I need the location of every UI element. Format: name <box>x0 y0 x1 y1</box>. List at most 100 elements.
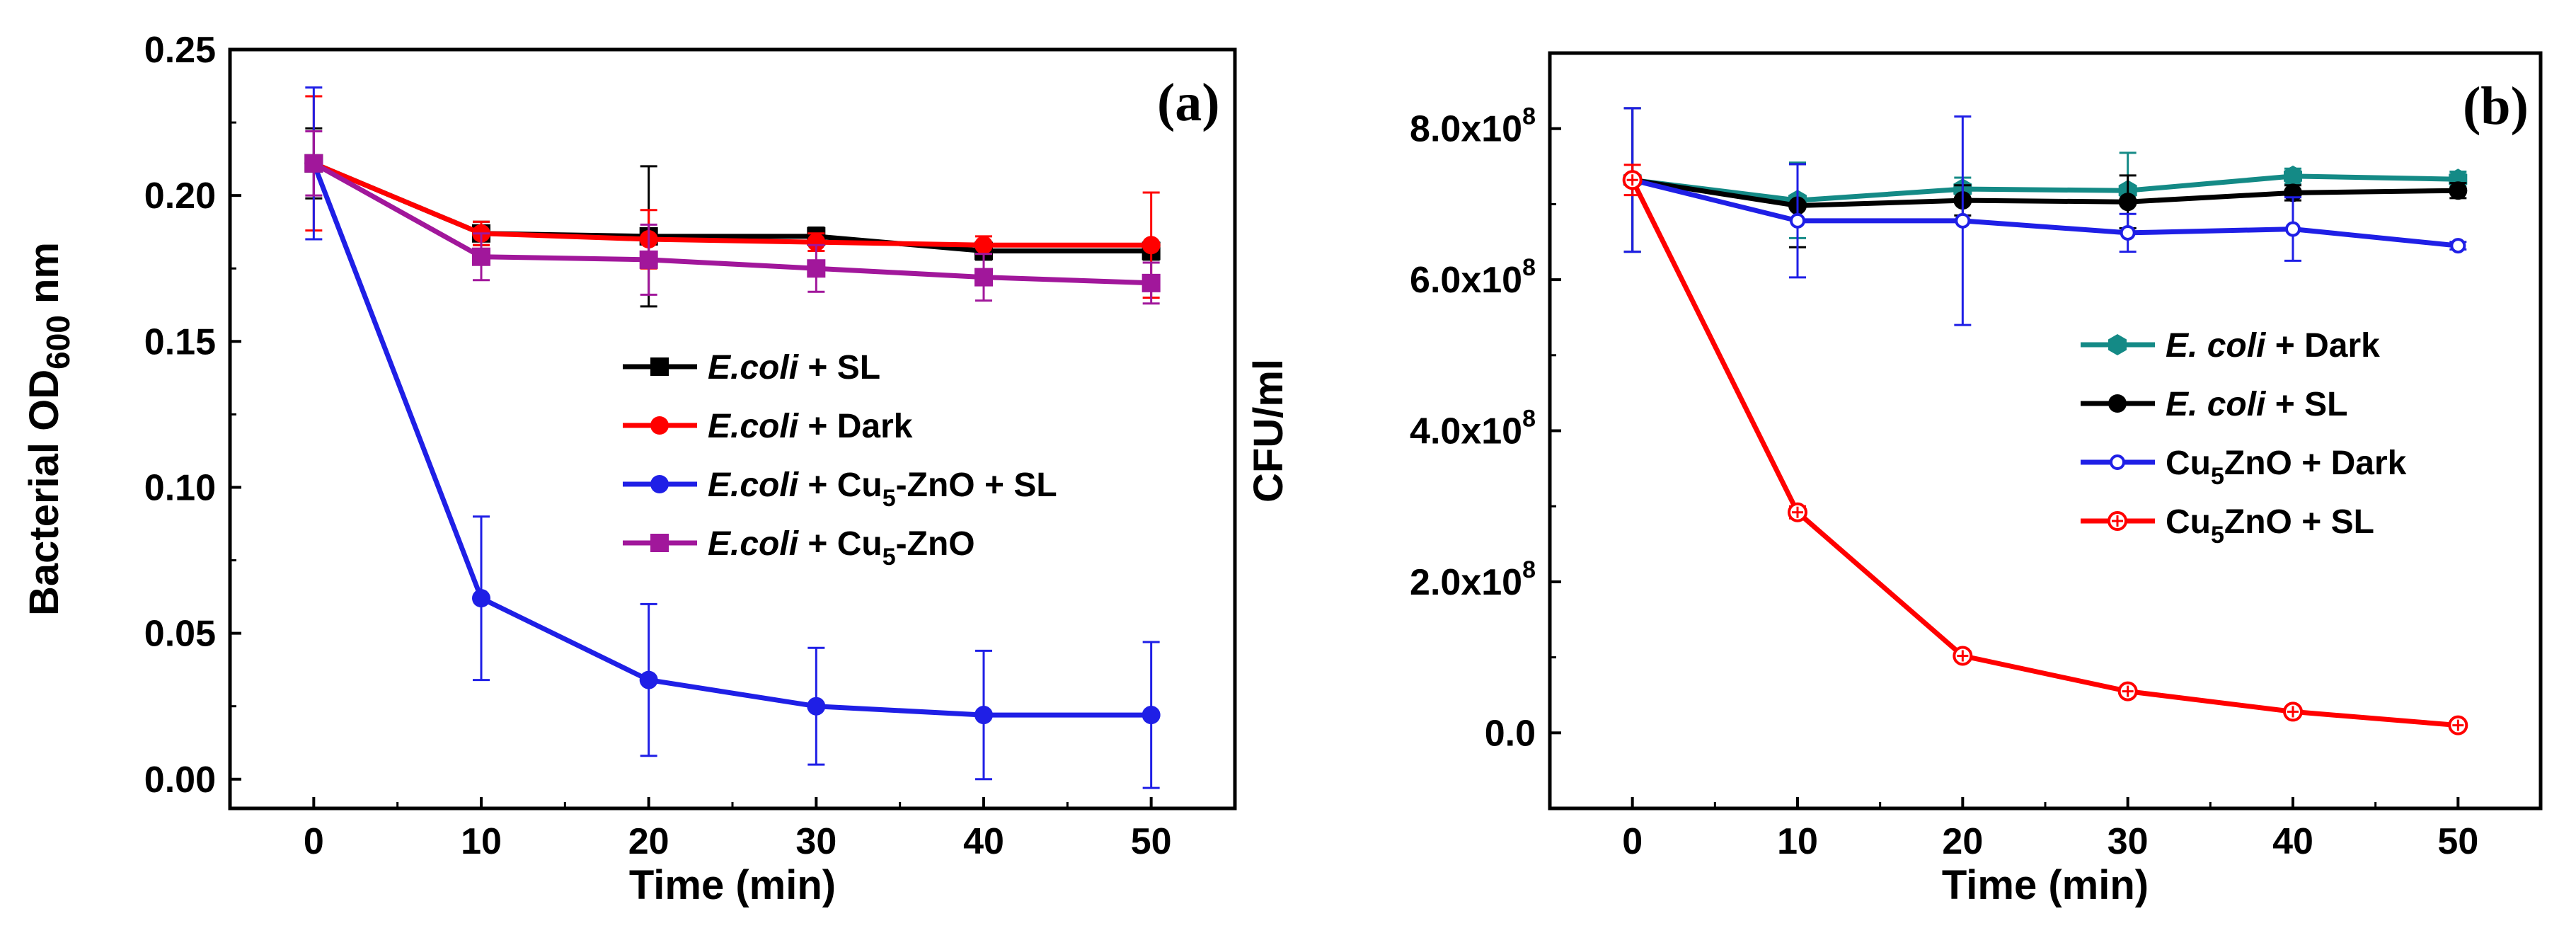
data-point <box>1788 502 1807 522</box>
data-point <box>1953 646 1973 666</box>
legend-label-subscript: 5 <box>2211 522 2224 549</box>
x-axis-title: Time (min) <box>1942 862 2149 908</box>
legend-item: E.coli + Dark <box>623 408 913 445</box>
legend-label-text: Cu <box>2166 445 2211 482</box>
panel-a: 0.00 0.05 0.10 0.15 0.20 0.25 0 10 20 30 40 50 Time … <box>21 30 1237 908</box>
series-line <box>1632 177 2459 208</box>
data-point <box>807 697 826 716</box>
x-tick-label: 50 <box>2437 821 2478 862</box>
y-tick-label: 8.0x108 <box>1410 103 1536 150</box>
data-point <box>974 236 993 255</box>
legend-label: Cu5ZnO + SL <box>2166 503 2374 549</box>
data-point <box>2449 181 2468 200</box>
series-line <box>312 161 1151 248</box>
y-tick-text: 2.0x10 <box>1410 562 1522 603</box>
y-axis-ticks: 0.00 0.05 0.10 0.15 0.20 0.25 <box>144 30 241 801</box>
x-axis-title: Time (min) <box>629 862 836 908</box>
legend-item: E. coli + SL <box>2081 386 2347 423</box>
y-axis-title: Bacterial OD600 nm <box>21 242 76 616</box>
y-tick-text: 0.10 <box>144 467 216 508</box>
legend-label-text: + Cu <box>798 525 882 563</box>
y-tick-label: 0.25 <box>144 30 216 71</box>
series-line <box>1631 177 2459 248</box>
panel-label: (a) <box>1157 73 1220 132</box>
data-point <box>2284 165 2302 187</box>
y-axis-title-text: CFU/ml <box>1246 359 1292 503</box>
data-point <box>2285 221 2301 237</box>
y-tick-exponent: 8 <box>1522 103 1536 130</box>
x-tick-label: 30 <box>2108 821 2149 862</box>
x-tick-label: 40 <box>963 821 1004 862</box>
y-tick-exponent: 8 <box>1522 556 1536 583</box>
data-point <box>2120 224 2136 241</box>
legend-label-italic: E.coli <box>708 525 800 563</box>
data-point <box>974 706 993 725</box>
y-tick-text: 0.15 <box>144 321 216 362</box>
legend-swatch-marker <box>650 357 669 376</box>
y-axis-title-unit: nm <box>21 242 67 315</box>
data-point <box>304 154 323 173</box>
legend: E.coli + SL E.coli + Dark E.coli + Cu5-ZnO… <box>623 349 1057 571</box>
legend-item: Cu5ZnO + Dark <box>2081 445 2407 490</box>
legend-item: E.coli + Cu5-ZnO <box>623 525 975 571</box>
y-tick-text: 8.0x10 <box>1410 109 1522 150</box>
legend-label-tail: ZnO + Dark <box>2224 445 2407 482</box>
legend-label: E.coli + SL <box>708 349 880 386</box>
data-point <box>1142 236 1161 255</box>
y-tick-label: 0.15 <box>144 321 216 362</box>
legend-swatch-marker <box>2108 334 2127 355</box>
series-line <box>311 162 1151 718</box>
data-point <box>2448 715 2468 735</box>
legend-label-italic: E.coli <box>708 408 800 445</box>
data-point <box>1142 706 1161 725</box>
legend-swatch-marker <box>650 416 669 435</box>
panel-label: (b) <box>2463 76 2529 136</box>
legend-label-italic: E. coli <box>2166 327 2267 365</box>
series-4 <box>304 130 1161 305</box>
y-tick-exponent: 8 <box>1522 406 1536 433</box>
y-tick-label: 6.0x108 <box>1410 254 1536 301</box>
legend-label: E.coli + Dark <box>708 408 913 445</box>
series-line <box>1630 178 2459 728</box>
legend-label-text: Cu <box>2166 503 2211 541</box>
data-point <box>639 670 658 689</box>
legend-label-text: + Dark <box>798 408 913 445</box>
legend-label-subscript: 5 <box>882 485 896 512</box>
y-tick-text: 0.00 <box>144 760 216 801</box>
x-tick-label: 0 <box>1622 821 1643 862</box>
series-line <box>312 161 1151 286</box>
y-axis-title-text: Bacterial OD <box>21 370 67 616</box>
legend-label-italic: E.coli <box>708 466 800 504</box>
legend-label: E.coli + Cu5-ZnO + SL <box>708 466 1057 512</box>
data-point <box>1955 212 1971 229</box>
legend-swatch-marker <box>650 475 669 493</box>
legend-label: E. coli + SL <box>2166 386 2347 423</box>
y-tick-text: 0.25 <box>144 30 216 71</box>
legend-item: E.coli + Cu5-ZnO + SL <box>623 466 1057 512</box>
legend-label-text: + SL <box>798 349 880 386</box>
x-tick-label: 20 <box>1942 821 1983 862</box>
legend-label-italic: E. coli <box>2166 386 2267 423</box>
data-point <box>639 250 658 269</box>
legend-label-text: + Cu <box>798 466 882 504</box>
legend-label: E. coli + Dark <box>2166 327 2380 365</box>
data-point <box>1142 273 1161 292</box>
legend-swatch-marker <box>2108 394 2127 413</box>
y-tick-text: 6.0x10 <box>1410 260 1522 301</box>
x-tick-label: 30 <box>795 821 836 862</box>
legend-label-tail: ZnO + SL <box>2224 503 2374 541</box>
x-axis-ticks: 0 10 20 30 40 50 <box>1622 797 2478 862</box>
legend-item: E. coli + Dark <box>2081 327 2380 365</box>
legend-item: Cu5ZnO + SL <box>2081 503 2374 549</box>
data-point <box>2118 193 2137 212</box>
x-axis-ticks: 0 10 20 30 40 50 <box>304 797 1172 862</box>
y-tick-label: 0.00 <box>144 760 216 801</box>
y-tick-text: 0.05 <box>144 614 216 655</box>
legend-label-subscript: 5 <box>882 544 896 571</box>
legend-label-subscript: 5 <box>2211 463 2224 490</box>
